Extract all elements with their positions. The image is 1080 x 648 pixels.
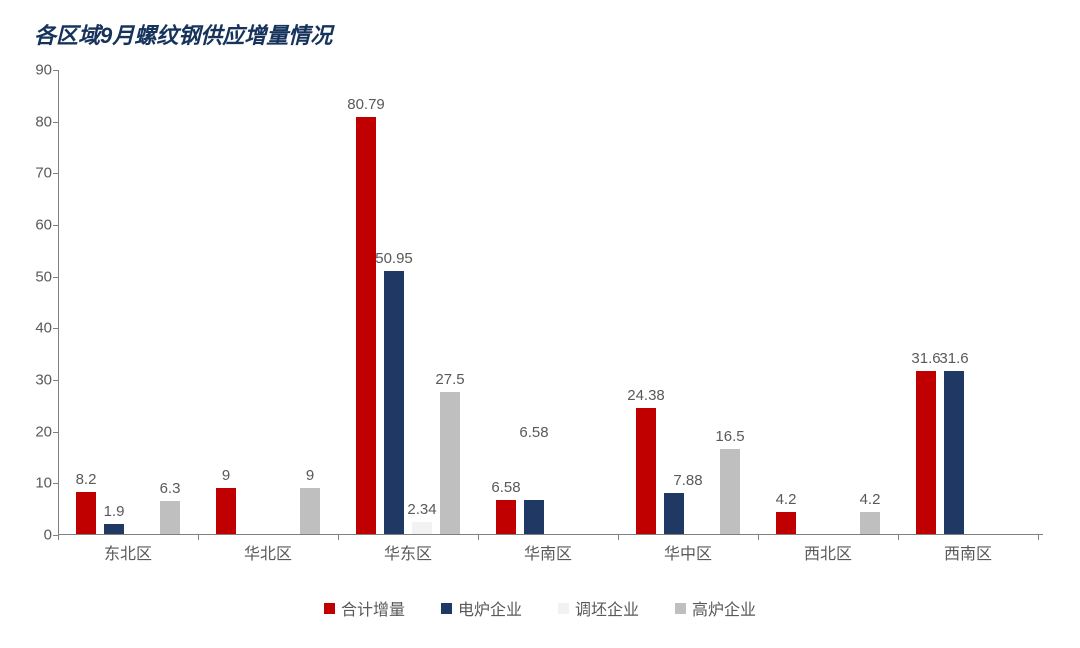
y-tick-mark bbox=[53, 122, 58, 123]
legend-item: 调坯企业 bbox=[558, 596, 639, 620]
x-tick-mark bbox=[898, 534, 899, 540]
bar-value-label: 31.6 bbox=[939, 350, 968, 367]
legend-swatch bbox=[675, 603, 686, 614]
y-tick-mark bbox=[53, 380, 58, 381]
y-tick-label: 80 bbox=[22, 113, 52, 130]
bar-value-label: 80.79 bbox=[347, 96, 385, 113]
legend-item: 高炉企业 bbox=[675, 596, 756, 620]
bar bbox=[524, 500, 544, 534]
bar bbox=[384, 271, 404, 534]
legend-swatch bbox=[558, 603, 569, 614]
bar bbox=[496, 500, 516, 534]
y-tick-label: 20 bbox=[22, 423, 52, 440]
y-tick-label: 10 bbox=[22, 475, 52, 492]
bar-value-label: 6.3 bbox=[160, 480, 181, 497]
y-tick-mark bbox=[53, 70, 58, 71]
bar bbox=[440, 392, 460, 534]
y-tick-mark bbox=[53, 432, 58, 433]
x-axis-label: 华南区 bbox=[524, 540, 572, 564]
x-tick-mark bbox=[198, 534, 199, 540]
y-tick-label: 40 bbox=[22, 320, 52, 337]
bar-value-label: 31.6 bbox=[911, 350, 940, 367]
y-tick-label: 50 bbox=[22, 268, 52, 285]
legend-swatch bbox=[441, 603, 452, 614]
bar-value-label: 6.58 bbox=[491, 479, 520, 496]
y-tick-label: 90 bbox=[22, 62, 52, 79]
legend-swatch bbox=[324, 603, 335, 614]
bar-value-label: 7.88 bbox=[673, 472, 702, 489]
bar bbox=[412, 522, 432, 534]
bar bbox=[916, 371, 936, 534]
x-axis-label: 华中区 bbox=[664, 540, 712, 564]
y-tick-label: 70 bbox=[22, 165, 52, 182]
x-tick-mark bbox=[1038, 534, 1039, 540]
bar-value-label: 9 bbox=[222, 467, 230, 484]
bar bbox=[300, 488, 320, 535]
bar-value-label: 27.5 bbox=[435, 371, 464, 388]
bar bbox=[860, 512, 880, 534]
y-tick-mark bbox=[53, 483, 58, 484]
chart-title: 各区域9月螺纹钢供应增量情况 bbox=[34, 18, 332, 50]
bar bbox=[76, 492, 96, 534]
bar-value-label: 4.2 bbox=[860, 491, 881, 508]
legend-item: 电炉企业 bbox=[441, 596, 522, 620]
bar-value-label: 24.38 bbox=[627, 387, 665, 404]
y-tick-mark bbox=[53, 277, 58, 278]
bar bbox=[160, 501, 180, 534]
x-tick-mark bbox=[758, 534, 759, 540]
x-axis-label: 华东区 bbox=[384, 540, 432, 564]
bar bbox=[636, 408, 656, 534]
bar-value-label: 6.58 bbox=[519, 424, 548, 441]
x-axis-label: 华北区 bbox=[244, 540, 292, 564]
bar-value-label: 50.95 bbox=[375, 250, 413, 267]
bar-value-label: 8.2 bbox=[76, 471, 97, 488]
bar-value-label: 4.2 bbox=[776, 491, 797, 508]
bar bbox=[356, 117, 376, 534]
legend-label: 调坯企业 bbox=[575, 602, 639, 619]
bar bbox=[216, 488, 236, 535]
legend-label: 电炉企业 bbox=[458, 602, 522, 619]
bar bbox=[720, 449, 740, 534]
y-axis bbox=[58, 70, 59, 535]
chart-plot-area: 0102030405060708090东北区8.21.96.3华北区99华东区8… bbox=[58, 70, 1043, 535]
legend-item: 合计增量 bbox=[324, 596, 405, 620]
bar-value-label: 2.34 bbox=[407, 501, 436, 518]
y-tick-mark bbox=[53, 225, 58, 226]
legend: 合计增量 电炉企业 调坯企业 高炉企业 bbox=[0, 596, 1080, 620]
x-axis-label: 西南区 bbox=[944, 540, 992, 564]
bar-value-label: 1.9 bbox=[104, 503, 125, 520]
bar bbox=[944, 371, 964, 534]
y-tick-mark bbox=[53, 328, 58, 329]
x-tick-mark bbox=[478, 534, 479, 540]
legend-label: 高炉企业 bbox=[692, 602, 756, 619]
y-tick-label: 60 bbox=[22, 217, 52, 234]
y-tick-label: 30 bbox=[22, 372, 52, 389]
bar-value-label: 16.5 bbox=[715, 428, 744, 445]
legend-label: 合计增量 bbox=[341, 602, 405, 619]
bar-value-label: 9 bbox=[306, 467, 314, 484]
x-tick-mark bbox=[58, 534, 59, 540]
y-tick-label: 0 bbox=[22, 527, 52, 544]
x-tick-mark bbox=[618, 534, 619, 540]
bar bbox=[104, 524, 124, 534]
bar bbox=[776, 512, 796, 534]
x-axis-label: 西北区 bbox=[804, 540, 852, 564]
x-tick-mark bbox=[338, 534, 339, 540]
bar bbox=[664, 493, 684, 534]
x-axis-label: 东北区 bbox=[104, 540, 152, 564]
y-tick-mark bbox=[53, 173, 58, 174]
